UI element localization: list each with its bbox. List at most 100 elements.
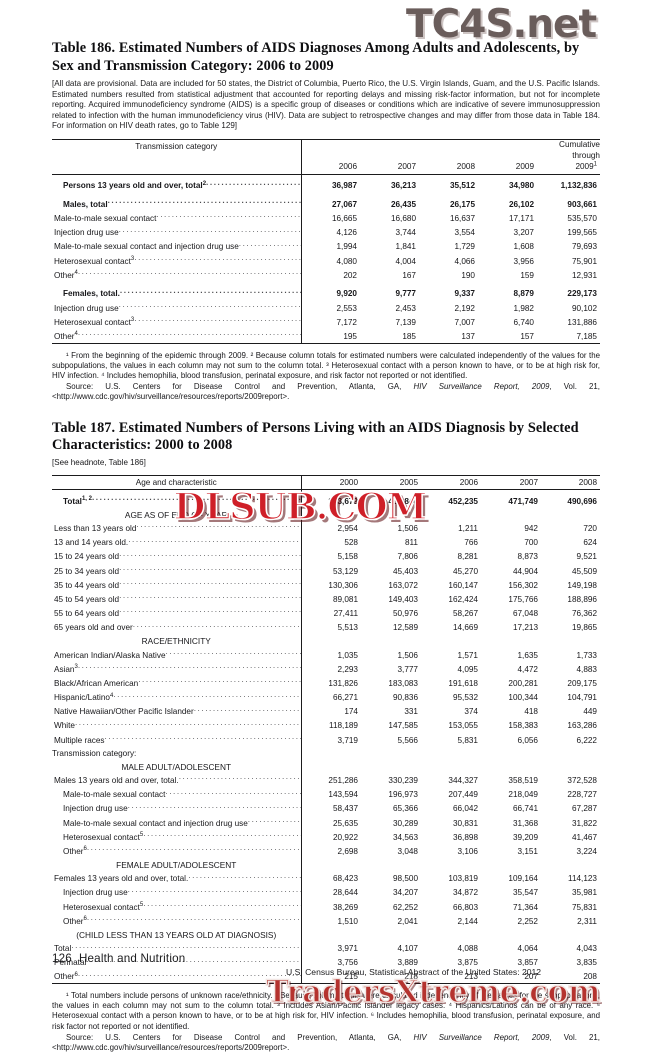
leader-dots: ........................................… bbox=[132, 619, 301, 629]
empty-cell bbox=[541, 634, 600, 647]
data-cell: 2,144 bbox=[457, 916, 479, 926]
data-cell: 19,865 bbox=[571, 623, 597, 633]
data-cell: 36,898 bbox=[452, 832, 478, 842]
data-cell: 3,744 bbox=[395, 228, 417, 238]
data-cell: 30,831 bbox=[452, 818, 478, 828]
t186-source: Source: U.S. Centers for Disease Control… bbox=[52, 382, 600, 402]
data-cell: 3,835 bbox=[576, 958, 598, 968]
row-label-text: Other bbox=[54, 270, 75, 280]
section-heading-row: MALE ADULT/ADOLESCENT bbox=[52, 759, 600, 773]
row-label-text: 45 to 54 years old bbox=[54, 594, 120, 604]
data-cell: 131,886 bbox=[567, 317, 597, 327]
row-label-footnote: 4 bbox=[74, 269, 78, 276]
leader-dots: ........................................… bbox=[119, 562, 300, 572]
table-186-title: Table 186. Estimated Numbers of AIDS Dia… bbox=[52, 40, 580, 74]
rule-cell bbox=[301, 342, 360, 347]
table-row: Native Hawaiian/Other Pacific Islander..… bbox=[52, 703, 600, 718]
table-row: Persons 13 years old and over, total2...… bbox=[52, 177, 600, 192]
t187-col-2008: 2008 bbox=[578, 478, 597, 488]
row-label: Male-to-male sexual contact and injectio… bbox=[52, 238, 302, 253]
data-cell: 66,042 bbox=[452, 804, 478, 814]
row-label: Total1, 2...............................… bbox=[52, 493, 302, 508]
leader-dots: ........................................… bbox=[74, 717, 301, 727]
rule-cell bbox=[537, 342, 600, 347]
data-cell: 1,506 bbox=[397, 650, 419, 660]
leader-dots: ........................................… bbox=[165, 646, 301, 656]
t186-col-cumulative: 20091 bbox=[537, 161, 600, 175]
data-cell: 175,766 bbox=[508, 594, 538, 604]
t186-col-2008: 2008 bbox=[456, 161, 475, 171]
data-cell: 35,981 bbox=[571, 888, 597, 898]
row-label: Less than 13 years old..................… bbox=[52, 520, 302, 535]
data-cell: 215 bbox=[344, 972, 358, 982]
leader-dots: ........................................… bbox=[119, 548, 300, 558]
data-cell: 34,872 bbox=[452, 888, 478, 898]
row-label: Male-to-male sexual contact and injectio… bbox=[52, 815, 302, 830]
data-cell: 6,222 bbox=[576, 735, 598, 745]
row-label-text: White bbox=[54, 721, 75, 731]
section-heading: MALE ADULT/ADOLESCENT bbox=[52, 759, 302, 773]
t186-cumulative-l2: through bbox=[572, 150, 600, 160]
row-label-text: 13 and 14 years old. bbox=[54, 538, 129, 548]
data-cell: 27,067 bbox=[331, 199, 357, 209]
data-cell: 183,083 bbox=[388, 678, 418, 688]
data-cell: 174 bbox=[344, 707, 358, 717]
table-row: Injection drug use......................… bbox=[52, 800, 600, 816]
row-label-text: 15 to 24 years old bbox=[54, 552, 120, 562]
data-cell: 114,123 bbox=[568, 874, 597, 884]
data-cell: 2,553 bbox=[336, 303, 358, 313]
data-cell: 942 bbox=[524, 523, 538, 533]
empty-cell bbox=[481, 507, 541, 520]
data-cell: 3,048 bbox=[397, 846, 419, 856]
row-label-text: Other bbox=[54, 331, 75, 341]
table-186: Transmission category Cumulative through… bbox=[52, 139, 600, 347]
row-label: Females 13 years old and over, total....… bbox=[52, 870, 302, 885]
bottom-rule-row bbox=[52, 342, 600, 347]
data-cell: 209,175 bbox=[567, 678, 597, 688]
empty-cell bbox=[541, 746, 600, 759]
leader-dots: ........................................… bbox=[77, 661, 300, 671]
data-cell: 199,565 bbox=[567, 228, 597, 238]
row-label-text: Injection drug use bbox=[54, 228, 119, 238]
data-cell: 207,449 bbox=[448, 790, 478, 800]
empty-cell bbox=[361, 927, 421, 940]
data-cell: 163,286 bbox=[567, 721, 597, 731]
table-row: 25 to 34 years old......................… bbox=[52, 562, 600, 578]
data-cell: 1,608 bbox=[513, 242, 535, 252]
row-label-footnote: 6 bbox=[83, 916, 87, 923]
empty-cell bbox=[421, 634, 481, 647]
data-cell: 44,904 bbox=[512, 566, 538, 576]
section-heading: (CHILD LESS THAN 13 YEARS OLD AT DIAGNOS… bbox=[52, 927, 302, 941]
leader-dots: ........................................… bbox=[134, 252, 301, 262]
table-row: Black/African American..................… bbox=[52, 675, 600, 690]
data-cell: 31,822 bbox=[571, 818, 597, 828]
data-cell: 4,066 bbox=[454, 256, 476, 266]
t186-col-2006: 2006 bbox=[338, 161, 357, 171]
data-cell: 3,857 bbox=[517, 958, 539, 968]
empty-cell bbox=[421, 746, 481, 759]
rule-cell bbox=[541, 983, 600, 988]
t186-source-suffix: , Vol. 21, <http://www.cdc.gov/hiv/surve… bbox=[52, 382, 600, 402]
data-cell: 2,041 bbox=[397, 916, 419, 926]
data-cell: 1,211 bbox=[458, 523, 478, 533]
data-cell: 68,423 bbox=[332, 874, 358, 884]
empty-cell bbox=[421, 759, 481, 772]
table-row: 65 years old and over...................… bbox=[52, 619, 600, 634]
row-label-footnote: 5 bbox=[139, 832, 144, 839]
data-cell: 153,055 bbox=[448, 721, 478, 731]
row-label-text: Male-to-male sexual contact bbox=[63, 790, 166, 800]
data-cell: 26,102 bbox=[508, 199, 534, 209]
data-cell: 7,007 bbox=[454, 317, 476, 327]
data-cell: 720 bbox=[583, 523, 597, 533]
data-cell: 76,362 bbox=[571, 609, 597, 619]
data-cell: 31,368 bbox=[512, 818, 538, 828]
leader-dots: ........................................… bbox=[127, 800, 300, 810]
data-cell: 4,883 bbox=[576, 664, 598, 674]
table-row: Females, total..........................… bbox=[52, 285, 600, 300]
row-label: Total...................................… bbox=[52, 940, 302, 955]
data-cell: 535,570 bbox=[567, 213, 597, 223]
data-cell: 158,383 bbox=[508, 721, 538, 731]
empty-cell bbox=[361, 746, 421, 759]
data-cell: 131,826 bbox=[328, 678, 358, 688]
rule-cell bbox=[419, 173, 478, 178]
